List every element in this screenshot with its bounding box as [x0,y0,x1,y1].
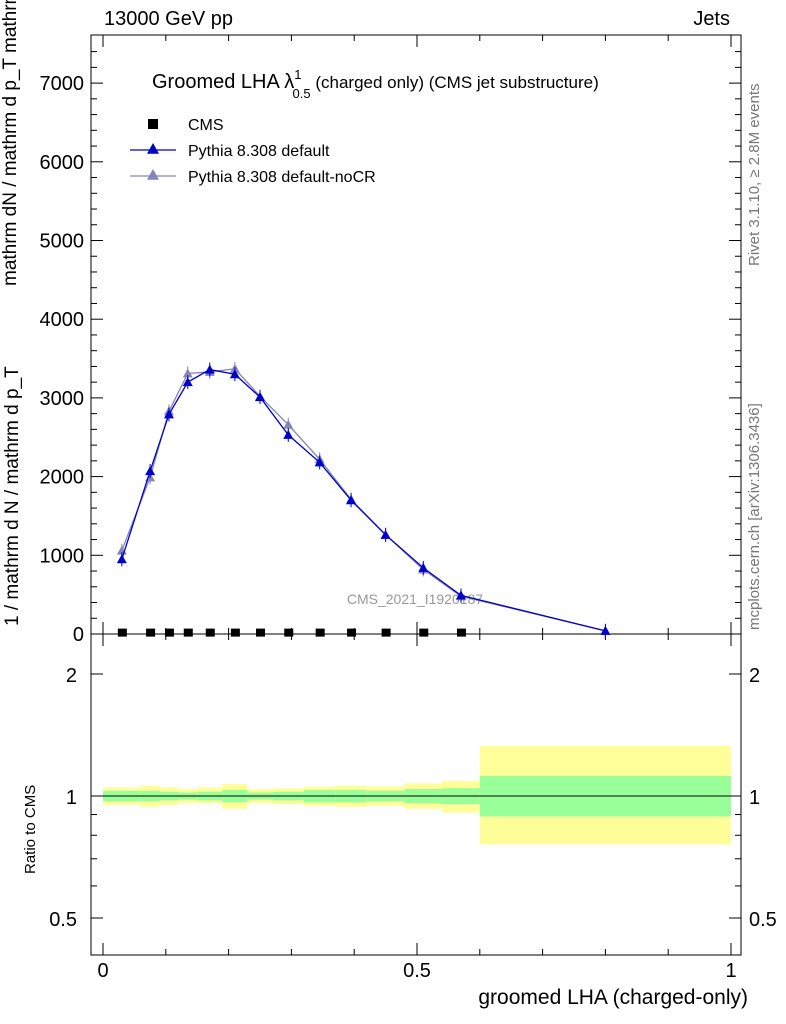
x-axis-label: groomed LHA (charged-only) [478,986,748,1009]
data-point-marker [145,466,156,476]
cms-data-point [205,628,215,637]
data-point-marker [283,419,294,429]
data-point-marker [346,495,357,505]
ratio-tick-label-right: 1 [749,787,760,809]
rivet-version-label: Rivet 3.1.10, ≥ 2.8M events [746,83,763,267]
y-tick-label: 6000 [40,152,85,174]
data-point-marker [600,625,611,635]
data-point-marker [283,429,294,439]
chart-title: Groomed LHA λ1 0.5 (charged only) (CMS je… [152,67,599,101]
data-point-marker [182,368,193,378]
cms-data-point [256,628,265,637]
ratio-tick-label-left: 1 [66,787,77,809]
mcplots-label: mcplots.cern.ch [arXiv:1306.3436] [746,403,763,630]
cms-data-point [183,628,193,637]
data-point-marker [314,457,325,467]
ratio-tick-label-right: 2 [749,665,760,687]
ratio-tick-label-left: 2 [66,665,77,687]
y-tick-label: 0 [73,624,84,646]
analysis-watermark: CMS_2021_I1920187 [347,591,483,607]
energy-label: 13000 GeV pp [104,8,233,30]
cms-data-point [146,628,156,637]
legend-label: Pythia 8.308 default-noCR [188,169,376,186]
cms-data-point [164,628,174,637]
cms-data-point [117,628,127,637]
cms-data-point [419,628,429,637]
x-tick-label: 0 [97,960,108,982]
data-point-marker [182,377,193,387]
x-tick-label: 1 [725,960,736,982]
process-label: Jets [693,8,730,30]
cms-data-point [284,628,294,637]
y-tick-label: 2000 [40,467,85,489]
series-line [121,368,606,632]
data-point-marker [116,554,127,564]
legend-marker [147,143,159,154]
y-axis-label-denominator: 1 / mathrm d N / mathrm d p_T [2,366,23,626]
cms-data-point [315,628,325,637]
data-point-marker [163,409,174,419]
y-tick-label: 5000 [40,231,85,253]
y-tick-label: 1000 [40,545,85,567]
data-point-marker [455,590,466,600]
data-point-marker [229,369,240,379]
cms-data-point [347,628,357,637]
data-point-marker [204,364,215,374]
y-axis-label-numerator: mathrm dN / mathrm d p_T mathrm d lambda [0,0,21,286]
series-line [121,368,606,632]
cms-data-point [381,628,391,637]
ratio-tick-label-left: 0.5 [49,909,77,931]
data-point-marker [380,529,391,539]
y-tick-label: 4000 [40,309,85,331]
y-tick-label: 3000 [40,388,85,410]
ratio-tick-label-right: 0.5 [749,909,777,931]
y-tick-label: 7000 [40,73,85,95]
ratio-plot-frame [90,633,742,956]
cms-data-point [230,628,240,637]
ratio-axis-label: Ratio to CMS [22,784,39,874]
legend-label: CMS [188,117,224,134]
x-tick-label: 0.5 [403,960,431,982]
legend-label: Pythia 8.308 default [188,143,330,160]
cms-data-point [456,628,466,637]
data-point-marker [418,562,429,572]
legend-marker [147,169,159,180]
legend-marker [148,119,158,129]
data-point-marker [255,392,265,402]
